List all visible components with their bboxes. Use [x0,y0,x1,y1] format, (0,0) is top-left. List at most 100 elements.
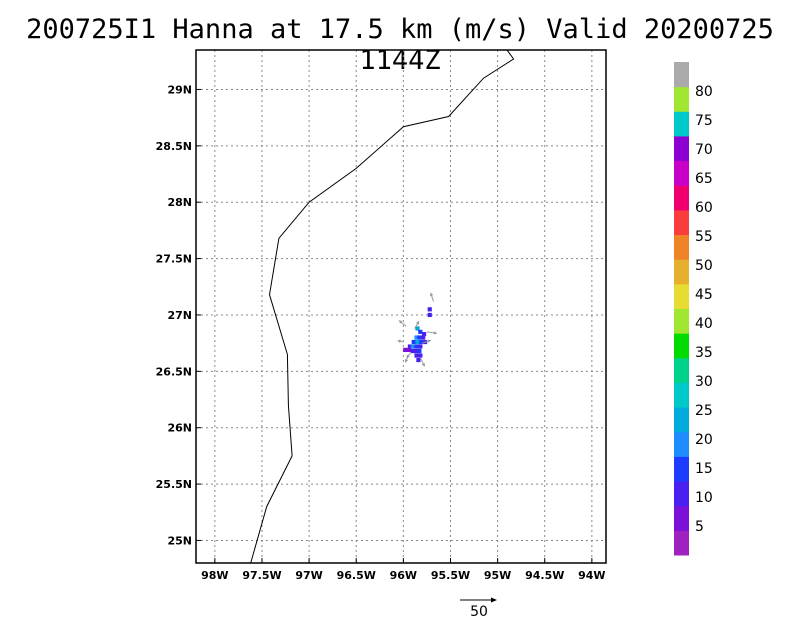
colorbar-label: 15 [695,461,713,477]
colorbar-label: 55 [695,229,713,245]
colorbar-segment [674,431,689,457]
wind-vector-head [404,358,409,363]
wind-cell [403,347,408,353]
coastline [250,49,515,564]
wind-cell [418,353,423,358]
lon-tick-label: 96W [390,569,417,582]
reference-vector-label: 50 [470,604,488,618]
wind-cell [416,357,421,363]
colorbar-label: 5 [695,519,704,535]
lon-tick-label: 98W [201,569,228,582]
wind-cell [418,329,423,334]
lat-tick-label: 28N [167,196,192,209]
wind-cell [414,348,419,354]
lon-tick-label: 96.5W [337,569,376,582]
colorbar: 5 10 15 20 25 30 35 40 45 50 55 60 65 70 75 80 [674,62,713,556]
wind-cell [410,344,415,349]
colorbar-segment [674,481,689,507]
lon-tick-label: 97.5W [242,569,281,582]
gridlines [196,50,606,563]
lon-tick-label: 94.5W [525,569,564,582]
longitude-axis: 98W 97.5W 97W 96.5W 96W 95.5W 95W 94.5W 94W [201,558,606,582]
colorbar-label: 20 [695,432,713,448]
colorbar-segment [674,209,689,236]
wind-vector-head [415,321,419,325]
colorbar-label: 10 [695,490,713,506]
colorbar-segment [674,62,689,88]
colorbar-label: 60 [695,200,713,216]
wind-cell [414,344,419,349]
lat-tick-label: 28.5N [156,140,192,153]
colorbar-segment [674,407,689,433]
reference-vector-arrowhead [491,597,497,603]
colorbar-segment [674,160,689,186]
wind-cell [419,339,424,345]
wind-vector-head [398,320,403,324]
wind-cell [407,344,413,349]
lon-tick-label: 97W [295,569,322,582]
lat-tick-label: 29N [167,83,192,96]
colorbar-segment [674,259,689,285]
lat-tick-label: 25N [167,534,192,547]
colorbar-segment [674,456,689,482]
wind-vector-head [397,339,401,344]
wind-cell [417,348,422,354]
colorbar-segment [674,185,689,211]
wind-vector-head [421,362,425,367]
colorbar-segment [674,530,689,556]
lat-tick-label: 26.5N [156,365,192,378]
colorbar-label: 70 [695,142,713,158]
wind-vector-head [433,331,437,335]
wind-cell [421,335,426,340]
wind-cell [415,326,420,331]
colorbar-label: 50 [695,258,713,274]
lon-tick-label: 94W [578,569,605,582]
wind-field [403,307,432,363]
wind-cell [415,339,420,345]
wind-cell [427,312,432,318]
lon-tick-label: 95.5W [431,569,470,582]
colorbar-label: 25 [695,403,713,419]
wind-vector-head [427,339,431,343]
colorbar-label: 35 [695,345,713,361]
lat-tick-label: 26N [167,422,192,435]
wind-cell [411,339,416,345]
colorbar-segment [674,86,689,112]
colorbar-segment [674,135,689,162]
coastline-path [250,49,515,564]
wind-vector-head [429,292,434,297]
lat-tick-label: 27N [167,309,192,322]
colorbar-segment [674,283,689,309]
colorbar-label: 30 [695,374,713,390]
latitude-axis: 25N 25.5N 26N 26.5N 27N 27.5N 28N 28.5N 29N [156,83,201,547]
wind-cell [414,335,419,340]
colorbar-segment [674,505,689,531]
map-frame [195,49,607,564]
wind-cell [414,353,419,358]
colorbar-segment [674,234,689,260]
colorbar-segment [674,111,689,137]
colorbar-segment [674,308,689,334]
wind-cell [418,344,423,349]
colorbar-label: 80 [695,84,713,100]
wind-cell [410,348,415,354]
colorbar-label: 75 [695,113,713,129]
colorbar-segment [674,357,689,383]
colorbar-segment [674,382,689,408]
colorbar-segment [674,333,689,359]
map-plot-area [195,49,607,564]
colorbar-label: 45 [695,287,713,303]
wind-cell [421,332,427,337]
lat-tick-label: 27.5N [156,253,192,266]
colorbar-label: 65 [695,171,713,187]
wind-vectors [397,292,438,367]
wind-cell [417,335,422,340]
reference-vector: 50 [460,597,497,618]
colorbar-label: 40 [695,316,713,332]
wind-cell [427,307,432,312]
lon-tick-label: 95W [484,569,511,582]
lat-tick-label: 25.5N [156,478,192,491]
wind-cell [406,347,412,353]
